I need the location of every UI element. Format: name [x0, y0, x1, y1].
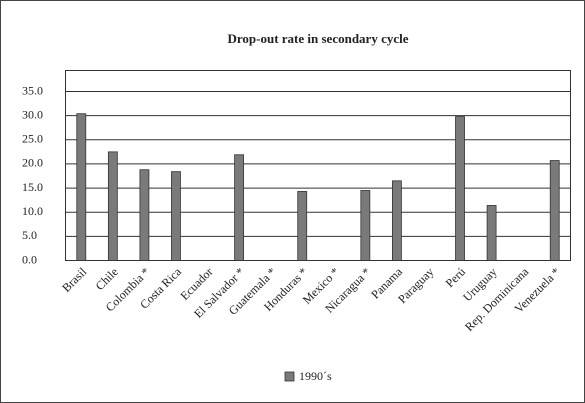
bar [392, 180, 402, 261]
bar [455, 116, 465, 261]
bar [171, 171, 181, 261]
legend-swatch [284, 371, 295, 382]
chart-title: Drop-out rate in secondary cycle [227, 31, 408, 46]
bar [549, 160, 560, 261]
y-tick-label: 30.0 [22, 107, 43, 121]
x-tick-label: Perú [443, 265, 468, 290]
bar [360, 190, 371, 261]
y-tick-label: 5.0 [22, 228, 37, 242]
bar [297, 191, 308, 261]
y-tick-label: 25.0 [22, 132, 43, 146]
y-tick-label: 35.0 [22, 83, 43, 97]
legend-label: 1990´s [299, 369, 332, 383]
bar [139, 169, 150, 261]
bar [486, 205, 497, 261]
bar [76, 113, 87, 261]
y-tick-label: 0.0 [22, 252, 37, 266]
y-tick-label: 15.0 [22, 180, 43, 194]
x-tick-label: Brasil [59, 264, 90, 295]
bar [234, 154, 244, 261]
y-tick-label: 20.0 [22, 156, 43, 170]
y-tick-label: 10.0 [22, 204, 43, 218]
x-tick-label: Chile [93, 265, 121, 293]
bar [107, 151, 118, 261]
